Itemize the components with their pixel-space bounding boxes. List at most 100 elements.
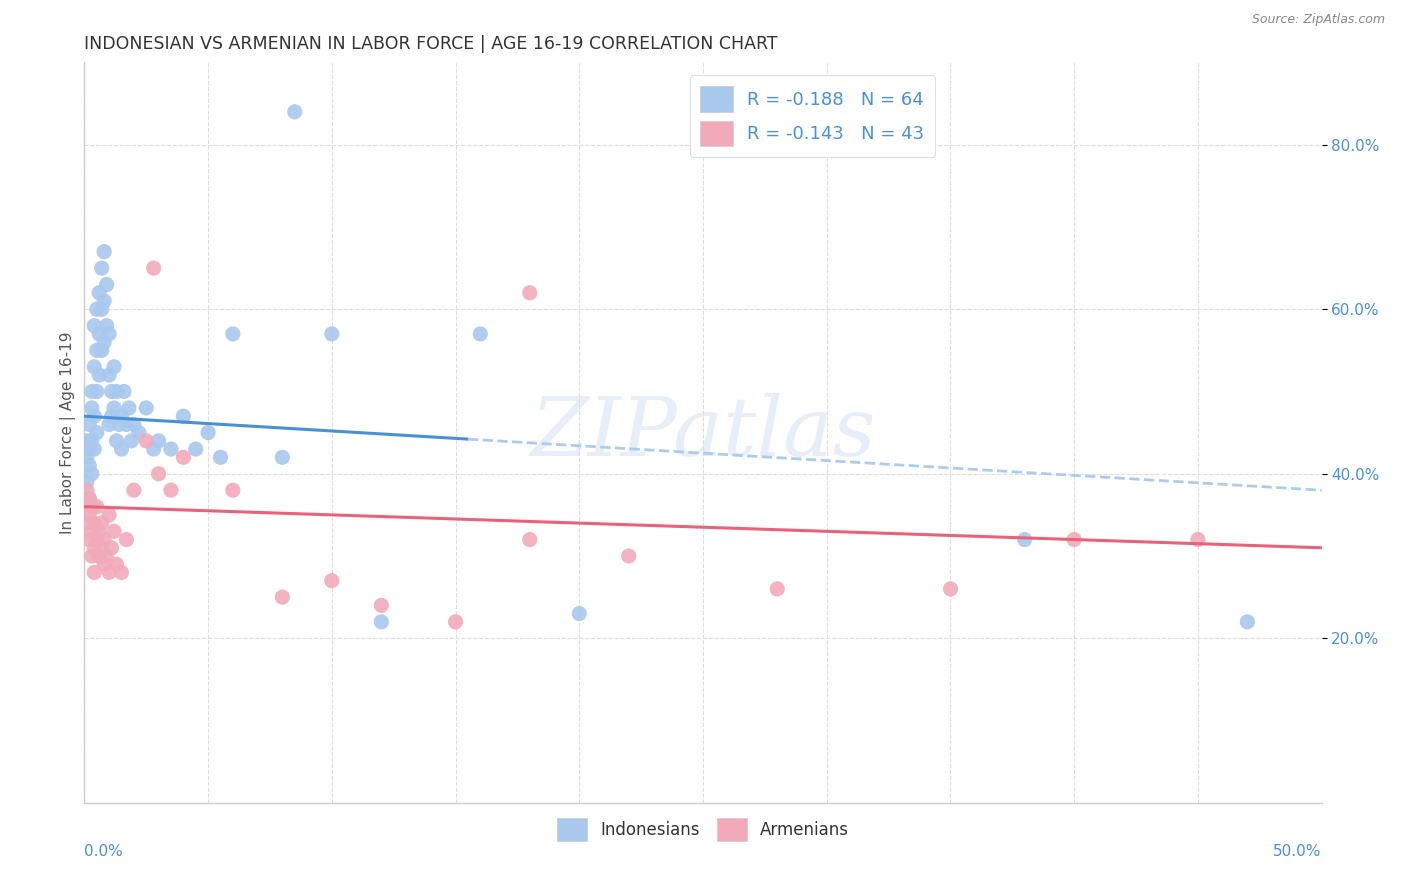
Point [103, 359, 125, 374]
Point [939, 582, 962, 596]
Point [79, 491, 101, 506]
Point [115, 533, 138, 547]
Point [96, 277, 118, 292]
Point [90, 516, 112, 530]
Point [80, 500, 103, 514]
Point [160, 442, 183, 456]
Point [105, 558, 128, 572]
Point [108, 417, 131, 432]
Point [79, 442, 101, 456]
Point [86, 343, 108, 358]
Text: INDONESIAN VS ARMENIAN IN LABOR FORCE | AGE 16-19 CORRELATION CHART: INDONESIAN VS ARMENIAN IN LABOR FORCE | … [84, 35, 778, 53]
Point [148, 434, 170, 448]
Point [103, 524, 125, 539]
Point [617, 549, 640, 563]
Point [370, 615, 392, 629]
Point [160, 483, 183, 498]
Point [79, 417, 101, 432]
Point [76, 450, 98, 465]
Point [1236, 615, 1258, 629]
Point [80, 401, 103, 415]
Point [86, 425, 108, 440]
Point [98, 368, 121, 382]
Point [519, 285, 541, 300]
Point [89, 524, 111, 539]
Point [122, 483, 145, 498]
Point [100, 541, 122, 555]
Point [209, 450, 232, 465]
Point [135, 401, 157, 415]
Point [86, 533, 108, 547]
Point [96, 318, 118, 333]
Point [271, 590, 294, 604]
Point [90, 302, 112, 317]
Point [79, 458, 101, 473]
Text: Source: ZipAtlas.com: Source: ZipAtlas.com [1251, 13, 1385, 27]
Point [103, 401, 125, 415]
Point [135, 434, 157, 448]
Point [105, 434, 128, 448]
Point [83, 359, 105, 374]
Point [1063, 533, 1085, 547]
Text: 50.0%: 50.0% [1274, 844, 1322, 858]
Point [110, 442, 132, 456]
Point [79, 508, 101, 522]
Text: 0.0%: 0.0% [84, 844, 124, 858]
Point [79, 533, 101, 547]
Point [98, 566, 121, 580]
Point [222, 326, 245, 341]
Point [1187, 533, 1209, 547]
Point [90, 261, 112, 276]
Point [470, 326, 492, 341]
Point [100, 384, 122, 399]
Point [112, 384, 135, 399]
Point [370, 599, 392, 613]
Point [80, 384, 103, 399]
Point [444, 615, 467, 629]
Point [142, 261, 165, 276]
Point [100, 409, 122, 424]
Point [93, 293, 115, 308]
Point [115, 417, 138, 432]
Point [122, 417, 145, 432]
Point [519, 533, 541, 547]
Point [197, 425, 219, 440]
Y-axis label: In Labor Force | Age 16-19: In Labor Force | Age 16-19 [60, 331, 76, 534]
Point [83, 318, 105, 333]
Point [568, 607, 591, 621]
Point [80, 434, 103, 448]
Point [76, 434, 98, 448]
Point [172, 450, 194, 465]
Point [110, 409, 132, 424]
Point [120, 434, 142, 448]
Legend: Indonesians, Armenians: Indonesians, Armenians [550, 811, 856, 847]
Point [79, 491, 101, 506]
Point [83, 409, 105, 424]
Point [766, 582, 789, 596]
Point [76, 516, 98, 530]
Point [172, 409, 194, 424]
Point [89, 326, 111, 341]
Point [76, 483, 98, 498]
Point [83, 442, 105, 456]
Point [98, 417, 121, 432]
Point [90, 541, 112, 555]
Point [128, 425, 150, 440]
Point [93, 244, 115, 259]
Point [89, 368, 111, 382]
Point [148, 467, 170, 481]
Point [142, 442, 165, 456]
Point [83, 541, 105, 555]
Point [118, 401, 141, 415]
Point [1014, 533, 1036, 547]
Point [89, 285, 111, 300]
Point [80, 549, 103, 563]
Point [86, 384, 108, 399]
Point [86, 302, 108, 317]
Text: ZIPatlas: ZIPatlas [530, 392, 876, 473]
Point [98, 326, 121, 341]
Point [110, 566, 132, 580]
Point [93, 558, 115, 572]
Point [321, 326, 343, 341]
Point [93, 533, 115, 547]
